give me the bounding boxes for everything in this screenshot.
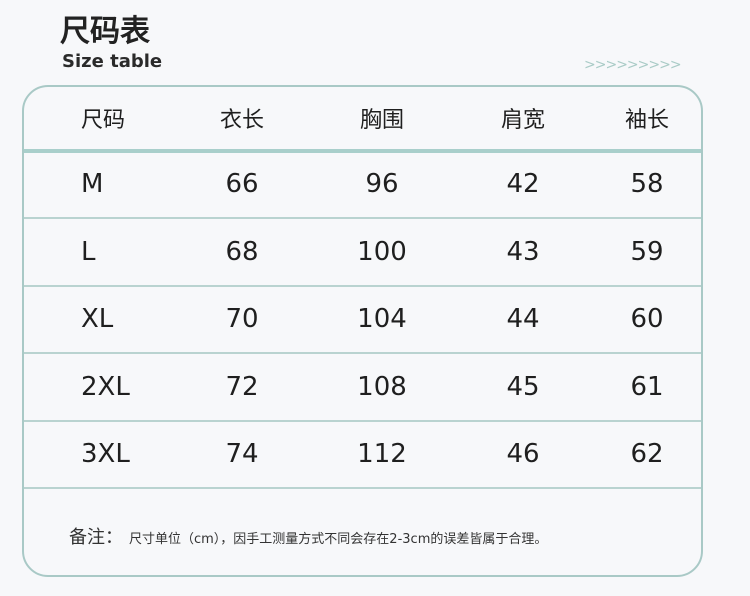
table-row: 3XL 74 112 46 62 [24, 421, 701, 489]
table-cell: 70 [225, 304, 259, 334]
table-cell: L [81, 236, 96, 267]
table-cell: 45 [506, 371, 540, 402]
table-cell: 61 [630, 371, 664, 402]
table-cell: 3XL [81, 439, 130, 469]
table-cell: XL [81, 304, 114, 334]
column-header: 衣长 [219, 108, 264, 133]
table-cell: 2XL [81, 371, 130, 402]
table-cell: 74 [225, 439, 259, 469]
table-cell: 108 [357, 371, 407, 402]
size-table: 尺码 衣长 胸围 肩宽 袖长 M 66 96 42 58 L 68 100 43 59 XL 70 10… [22, 85, 703, 577]
table-cell: 44 [506, 304, 540, 334]
table-cell: 58 [630, 169, 664, 199]
note-label: 备注： [69, 527, 123, 548]
table-header-row: 尺码 衣长 胸围 肩宽 袖长 [24, 87, 701, 153]
column-header: 尺码 [81, 108, 126, 133]
table-cell: 66 [225, 169, 259, 199]
table-cell: M [81, 169, 104, 199]
table-row: 2XL 72 108 45 61 [24, 354, 701, 422]
table-row: L 68 100 43 59 [24, 219, 701, 287]
table-cell: 59 [630, 236, 664, 267]
table-cell: 112 [357, 439, 407, 469]
table-cell: 62 [630, 439, 664, 469]
table-cell: 60 [630, 304, 664, 334]
page-subtitle: Size table [62, 51, 163, 72]
column-header: 胸围 [359, 108, 404, 133]
table-cell: 100 [357, 236, 407, 267]
column-header: 袖长 [624, 108, 669, 133]
table-cell: 42 [506, 169, 540, 199]
table-cell: 96 [365, 169, 399, 199]
page-title: 尺码表 [60, 14, 150, 49]
table-cell: 72 [225, 371, 259, 402]
table-row: M 66 96 42 58 [24, 151, 701, 219]
column-header: 肩宽 [500, 108, 545, 133]
decorative-arrows: >>>>>>>>> [584, 57, 682, 73]
table-row: XL 70 104 44 60 [24, 286, 701, 354]
note-text: 尺寸单位（cm），因手工测量方式不同会存在2-3cm的误差皆属于合理。 [129, 532, 548, 547]
table-cell: 46 [506, 439, 540, 469]
table-cell: 104 [357, 304, 407, 334]
note: 备注： 尺寸单位（cm），因手工测量方式不同会存在2-3cm的误差皆属于合理。 [69, 523, 547, 549]
table-cell: 68 [225, 236, 259, 267]
table-cell: 43 [506, 236, 540, 267]
